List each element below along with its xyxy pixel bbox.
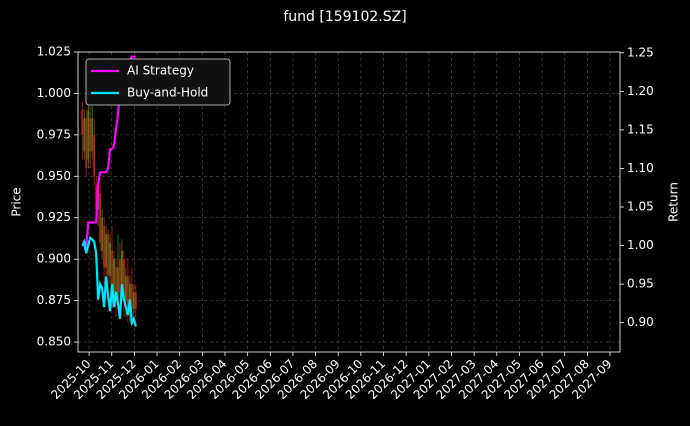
legend-box: [85, 58, 231, 106]
y-tick-label: 0.925: [37, 210, 71, 224]
chart-title: fund [159102.SZ]: [283, 9, 406, 25]
y2-tick-label: 1.10: [627, 161, 654, 175]
y-tick-label: 1.025: [37, 45, 71, 59]
y-axis-label: Price: [10, 187, 24, 216]
y2-tick-label: 1.05: [627, 200, 654, 214]
y2-tick-label: 0.95: [627, 277, 654, 291]
y2-tick-label: 1.25: [627, 45, 654, 59]
line-series: [81, 235, 137, 327]
data-layer: [81, 55, 137, 327]
legend-label: AI Strategy: [127, 64, 194, 78]
legend-label: Buy-and-Hold: [127, 86, 208, 100]
y2-tick-label: 1.15: [627, 122, 654, 136]
y-tick-label: 0.850: [37, 335, 71, 349]
y-tick-label: 0.975: [37, 127, 71, 141]
y-tick-label: 0.900: [37, 252, 71, 266]
y2-tick-label: 0.90: [627, 315, 654, 329]
y2-tick-label: 1.20: [627, 84, 654, 98]
y-tick-label: 1.000: [37, 86, 71, 100]
y-tick-label: 0.875: [37, 293, 71, 307]
y2-tick-label: 1.00: [627, 238, 654, 252]
y2-axis-label: Return: [667, 182, 681, 222]
plot-frame: [77, 51, 621, 353]
y-tick-label: 0.950: [37, 169, 71, 183]
